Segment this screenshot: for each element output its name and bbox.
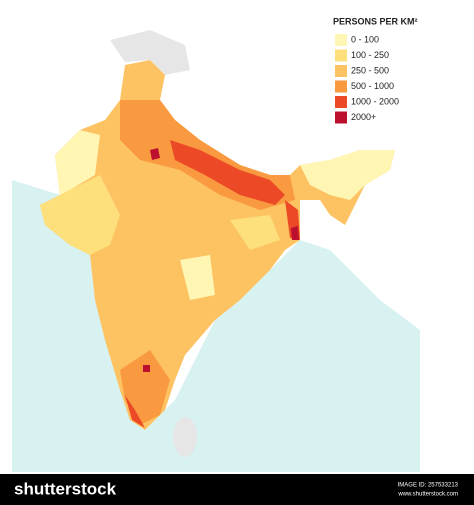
legend-swatch [335,34,347,46]
legend-swatch [335,111,347,124]
region-mid [40,175,280,255]
image-id: IMAGE ID: 257533213 [398,483,459,489]
sea [12,180,420,472]
legend-label: 0 - 100 [351,34,379,44]
sri-lanka [173,417,197,457]
legend-swatch [335,65,347,77]
footer-bar [0,474,474,505]
region-low [55,130,395,300]
brand: shutterstock [14,479,117,498]
legend-swatch [335,49,347,62]
legend-label: 500 - 1000 [351,81,394,91]
legend-label: 1000 - 2000 [351,96,399,106]
legend-label: 250 - 500 [351,65,389,75]
legend-title: PERSONS PER KM² [333,16,418,26]
neighbor-land [110,30,190,75]
site: www.shutterstock.com [397,492,458,498]
legend-swatch [335,80,347,93]
legend-swatch [335,96,347,108]
legend-label: 100 - 250 [351,50,389,60]
legend-label: 2000+ [351,112,376,122]
india-base [40,60,395,430]
